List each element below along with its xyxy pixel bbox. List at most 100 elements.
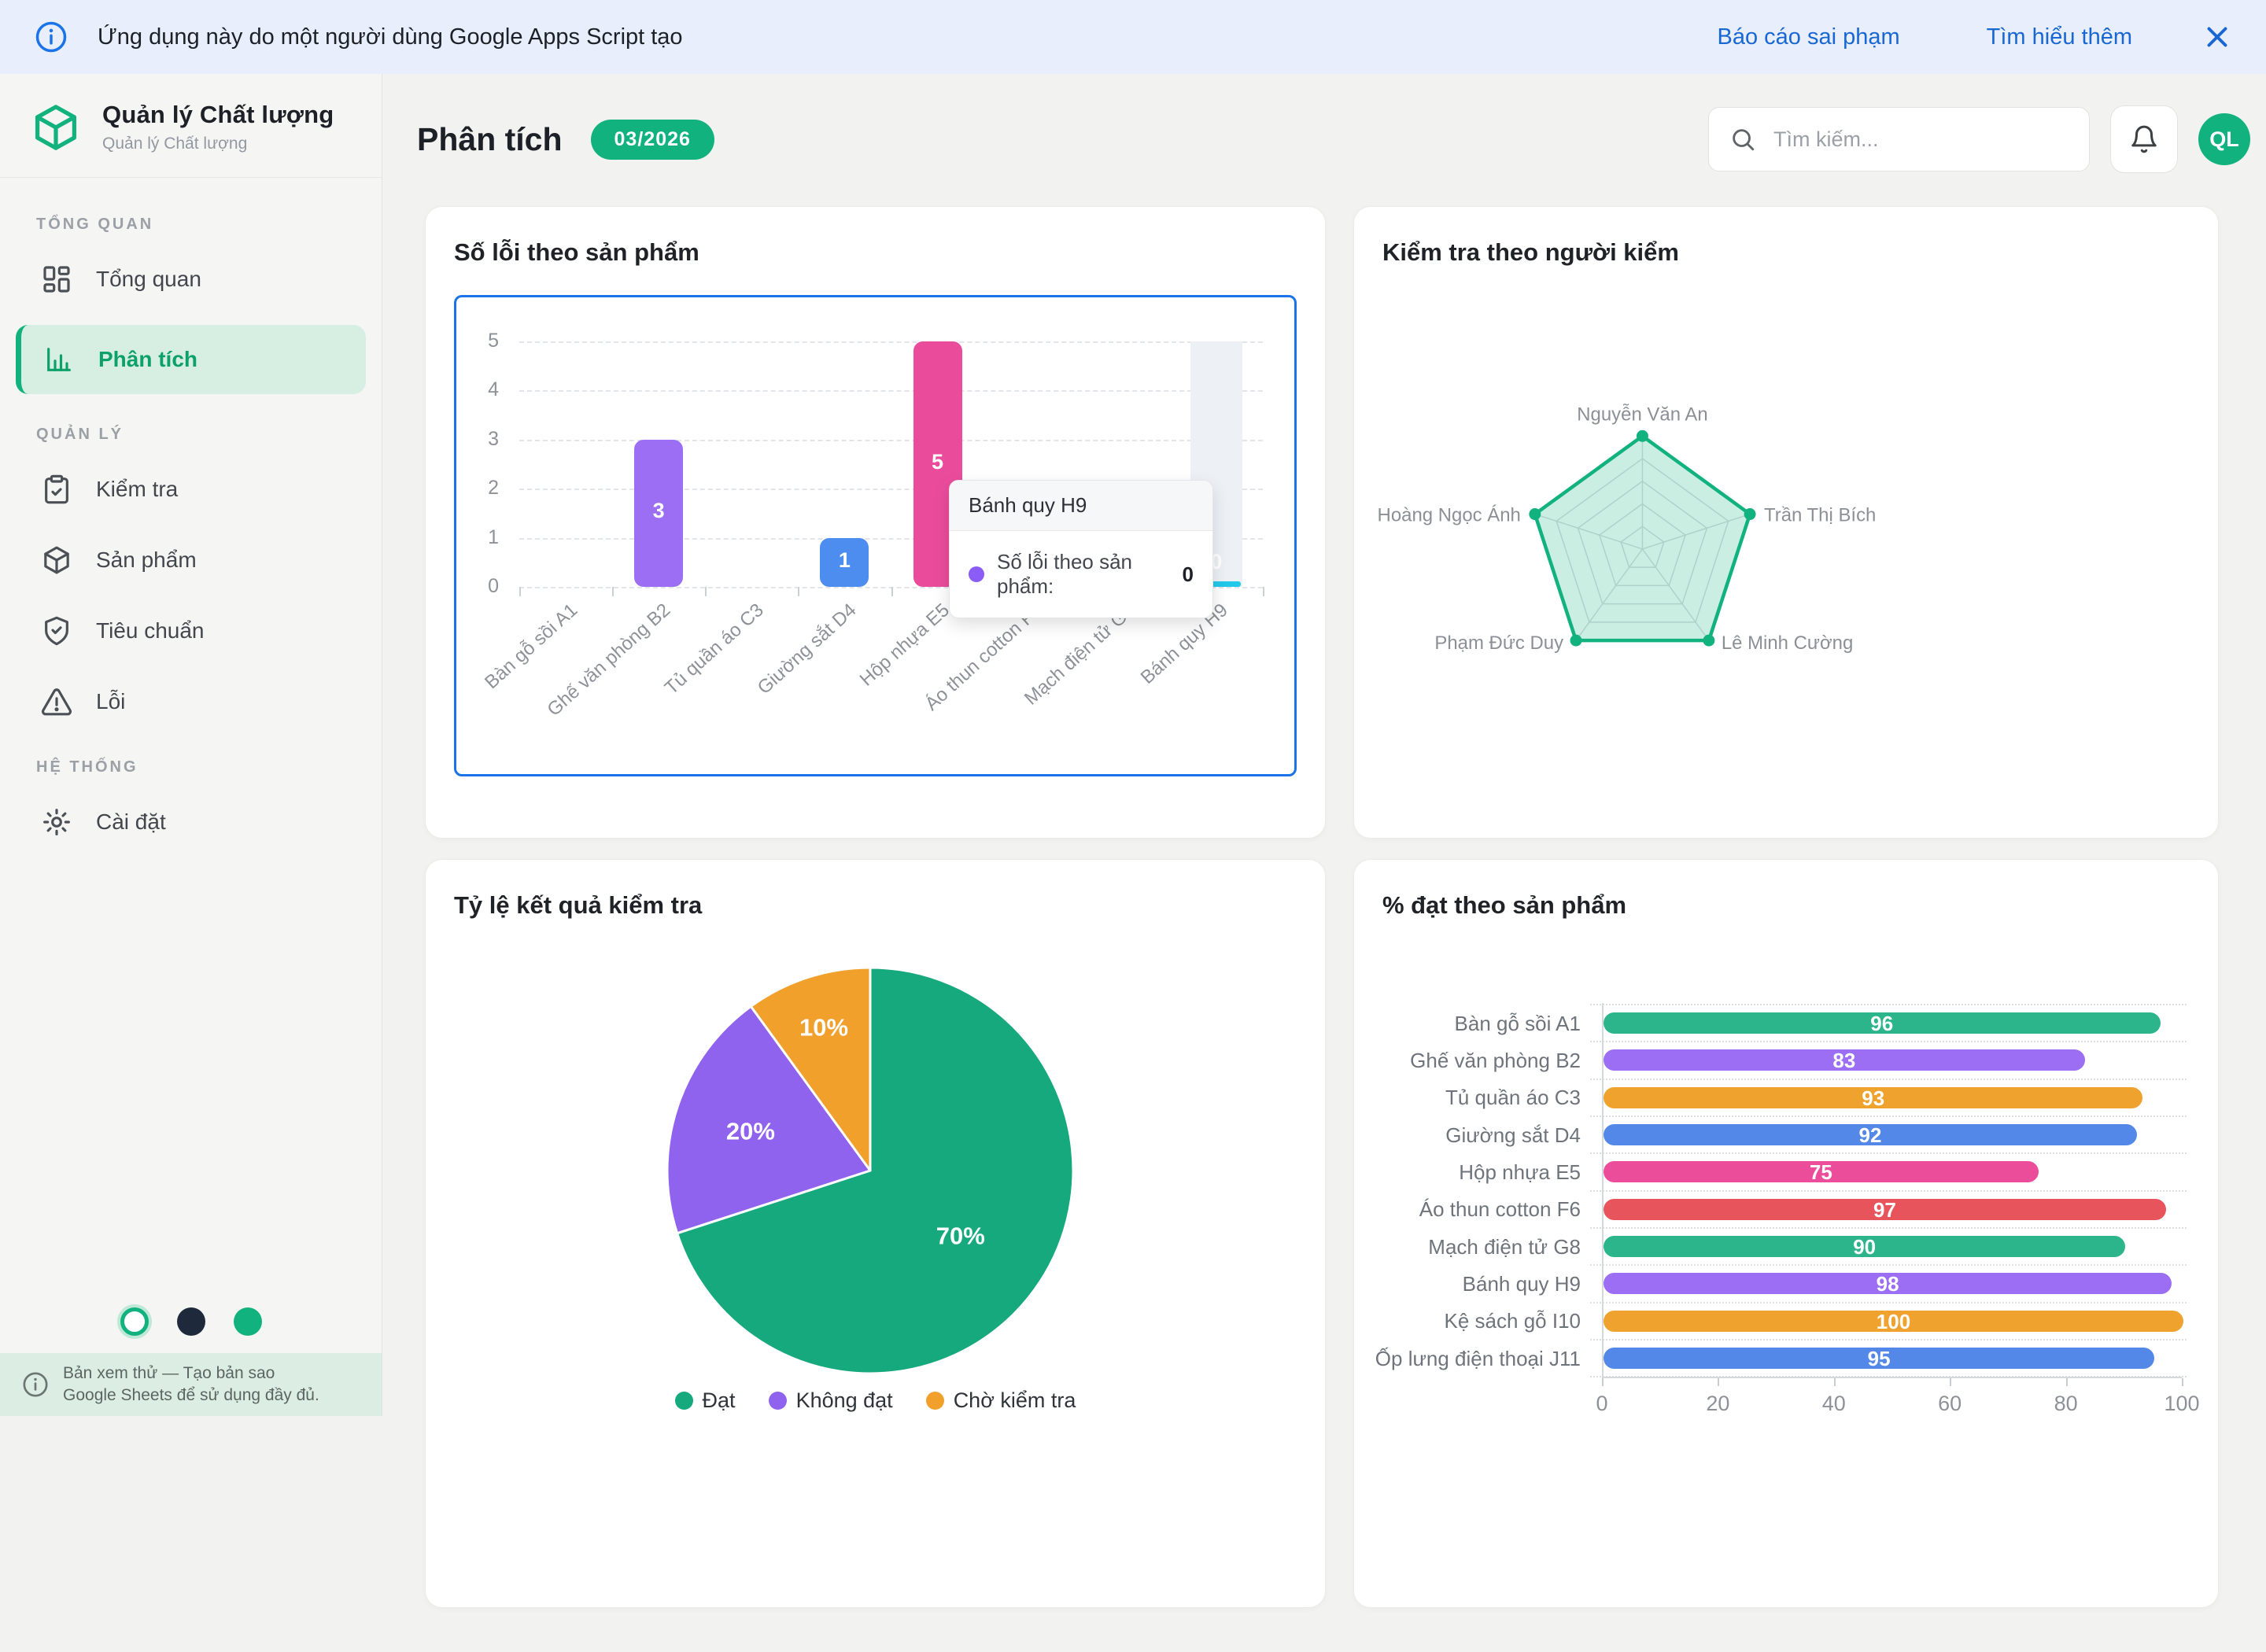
bar-chart-y-axis: 0 1 2 3 4 5: [456, 297, 505, 774]
radar-data-polygon[interactable]: [1533, 434, 1752, 643]
pie-slice[interactable]: [749, 966, 872, 1172]
x-axis-tick: [891, 587, 893, 596]
search-box: [1708, 107, 2090, 171]
x-axis-tick-label: 20: [1706, 1392, 1730, 1415]
row-separator: [1590, 1264, 2187, 1267]
sidebar-item-tong-quan[interactable]: Tổng quan: [0, 254, 382, 304]
period-badge: 03/2026: [590, 119, 714, 160]
bar[interactable]: 100: [1604, 1309, 2183, 1333]
sidebar-item-phan-tich[interactable]: Phân tích: [16, 325, 366, 394]
bar-value-label: 100: [1876, 1309, 1911, 1333]
bar[interactable]: 92: [1604, 1123, 2138, 1147]
chart-title: Tỷ lệ kết quả kiểm tra: [454, 891, 703, 919]
gear-icon: [43, 809, 70, 835]
bar[interactable]: 95: [1604, 1347, 2155, 1370]
radar-data-point[interactable]: [1570, 634, 1582, 647]
horizontal-bar-chart[interactable]: Bàn gỗ sồi A1 96 Ghế văn phòng B2 83 Tủ quần…: [1354, 860, 2218, 1607]
radar-data-point[interactable]: [1636, 430, 1648, 442]
bar-value-label: 97: [1873, 1197, 1896, 1222]
dashboard-content: Số lỗi theo sản phẩm 0 1 2 3 4 5 3 1 5 0 Bàn gỗ …: [382, 205, 2266, 1652]
legend-dot: [674, 1392, 693, 1410]
bar-value-label: 83: [1832, 1049, 1856, 1073]
notifications-button[interactable]: [2110, 105, 2178, 173]
sidebar-item-san-pham[interactable]: Sản phẩm: [0, 535, 382, 585]
sidebar-item-label: Kiểm tra: [96, 477, 179, 501]
pie-chart[interactable]: 70% 20% 10%: [650, 950, 1091, 1391]
bar[interactable]: 98: [1604, 1272, 2172, 1296]
nav-section-system: HỆ THỐNG: [36, 758, 138, 776]
y-axis-tick-label: 2: [488, 477, 499, 500]
bar[interactable]: 0: [1191, 550, 1241, 587]
bar[interactable]: 83: [1604, 1049, 2085, 1073]
x-axis-tick: [519, 587, 521, 596]
bar[interactable]: 97: [1604, 1197, 2166, 1222]
sidebar-item-label: Lỗi: [96, 689, 126, 714]
trial-note: Bản xem thử — Tạo bản sao Google Sheets …: [63, 1363, 319, 1404]
avatar[interactable]: QL: [2198, 113, 2250, 165]
bar[interactable]: 96: [1604, 1012, 2161, 1036]
x-axis-tick-label: 100: [2164, 1392, 2200, 1415]
radar-chart[interactable]: Nguyễn Văn An Trần Thị Bích Lê Minh Cường P…: [1354, 207, 2218, 838]
sidebar-footer: Bản xem thử — Tạo bản sao Google Sheets …: [0, 1353, 382, 1416]
radar-axis-label: Phạm Đức Duy: [1434, 632, 1563, 654]
report-abuse-link[interactable]: Báo cáo sai phạm: [1717, 24, 1900, 50]
sidebar-item-cai-dat[interactable]: Cài đặt: [0, 797, 382, 847]
theme-dot-green[interactable]: [233, 1307, 262, 1336]
warning-triangle-icon: [41, 688, 72, 716]
y-axis-tick-label: 1: [488, 525, 499, 548]
legend-item[interactable]: Đạt: [674, 1388, 736, 1413]
bar-value-label: 3: [652, 499, 665, 523]
card-pass-rate-by-product: % đạt theo sản phẩm Bàn gỗ sồi A1 96 Ghế v…: [1353, 859, 2219, 1608]
radar-axis-label: Lê Minh Cường: [1722, 632, 1853, 654]
sidebar-item-label: Tổng quan: [96, 267, 201, 291]
bar-value-label: 75: [1809, 1160, 1832, 1185]
bar[interactable]: 3: [634, 439, 684, 587]
sidebar-item-tieu-chuan[interactable]: Tiêu chuẩn: [0, 606, 382, 656]
bar-value-label: 98: [1876, 1272, 1899, 1296]
pie-legend: Đạt Không đạt Chờ kiểm tra: [426, 1388, 1325, 1413]
radar-grid-ring: [1598, 503, 1686, 587]
card-inspections-by-inspector: Kiểm tra theo người kiểm Nguyễn Văn An Tr…: [1353, 206, 2219, 839]
x-axis-tick-label: 80: [2054, 1392, 2078, 1415]
pie-slice[interactable]: [666, 1005, 872, 1235]
row-separator: [1590, 1301, 2187, 1304]
sidebar-item-kiem-tra[interactable]: Kiểm tra: [0, 464, 382, 514]
close-icon[interactable]: [2203, 23, 2231, 51]
legend-item[interactable]: Không đạt: [768, 1388, 893, 1413]
x-axis-tick: [1718, 1378, 1720, 1386]
x-axis-tick: [705, 587, 707, 596]
row-separator: [1590, 1152, 2187, 1155]
radar-data-point[interactable]: [1529, 508, 1541, 521]
bar[interactable]: 75: [1604, 1160, 2039, 1185]
clipboard-check-icon: [45, 474, 68, 504]
chart-title: Số lỗi theo sản phẩm: [454, 238, 699, 266]
radar-data-point[interactable]: [1744, 508, 1756, 521]
pie-slice-label: 10%: [799, 1013, 848, 1041]
bar[interactable]: 93: [1604, 1086, 2143, 1110]
sidebar-item-loi[interactable]: Lỗi: [0, 677, 382, 727]
axis-line-horizontal: [1602, 1377, 2182, 1378]
app-title: Quản lý Chất lượng: [102, 101, 334, 128]
legend-item[interactable]: Chờ kiểm tra: [925, 1388, 1076, 1413]
pie-slice[interactable]: [676, 966, 1075, 1375]
category-label: Giường sắt D4: [1445, 1123, 1581, 1147]
theme-dot-light[interactable]: [120, 1307, 149, 1336]
theme-dot-dark[interactable]: [176, 1307, 205, 1336]
search-input[interactable]: [1773, 127, 2069, 152]
bar[interactable]: 90: [1604, 1235, 2126, 1259]
sidebar-item-label: Sản phẩm: [96, 548, 197, 572]
radar-data-point[interactable]: [1703, 634, 1715, 647]
bar-value-label: 93: [1862, 1086, 1885, 1110]
bar[interactable]: 1: [820, 537, 869, 587]
category-label: Ốp lưng điện thoại J11: [1375, 1346, 1581, 1370]
legend-label: Không đạt: [795, 1388, 893, 1412]
bar-value-label: 96: [1870, 1012, 1894, 1036]
learn-more-link[interactable]: Tìm hiểu thêm: [1986, 24, 2132, 50]
x-axis-tick: [1263, 587, 1264, 596]
x-axis-tick: [612, 587, 614, 596]
chart-tooltip: Bánh quy H9 Số lỗi theo sản phẩm: 0: [949, 480, 1213, 618]
category-label: Mạch điện tử G8: [1428, 1234, 1581, 1259]
row-separator: [1590, 1004, 2187, 1005]
radar-grid-spoke: [1641, 548, 1710, 641]
